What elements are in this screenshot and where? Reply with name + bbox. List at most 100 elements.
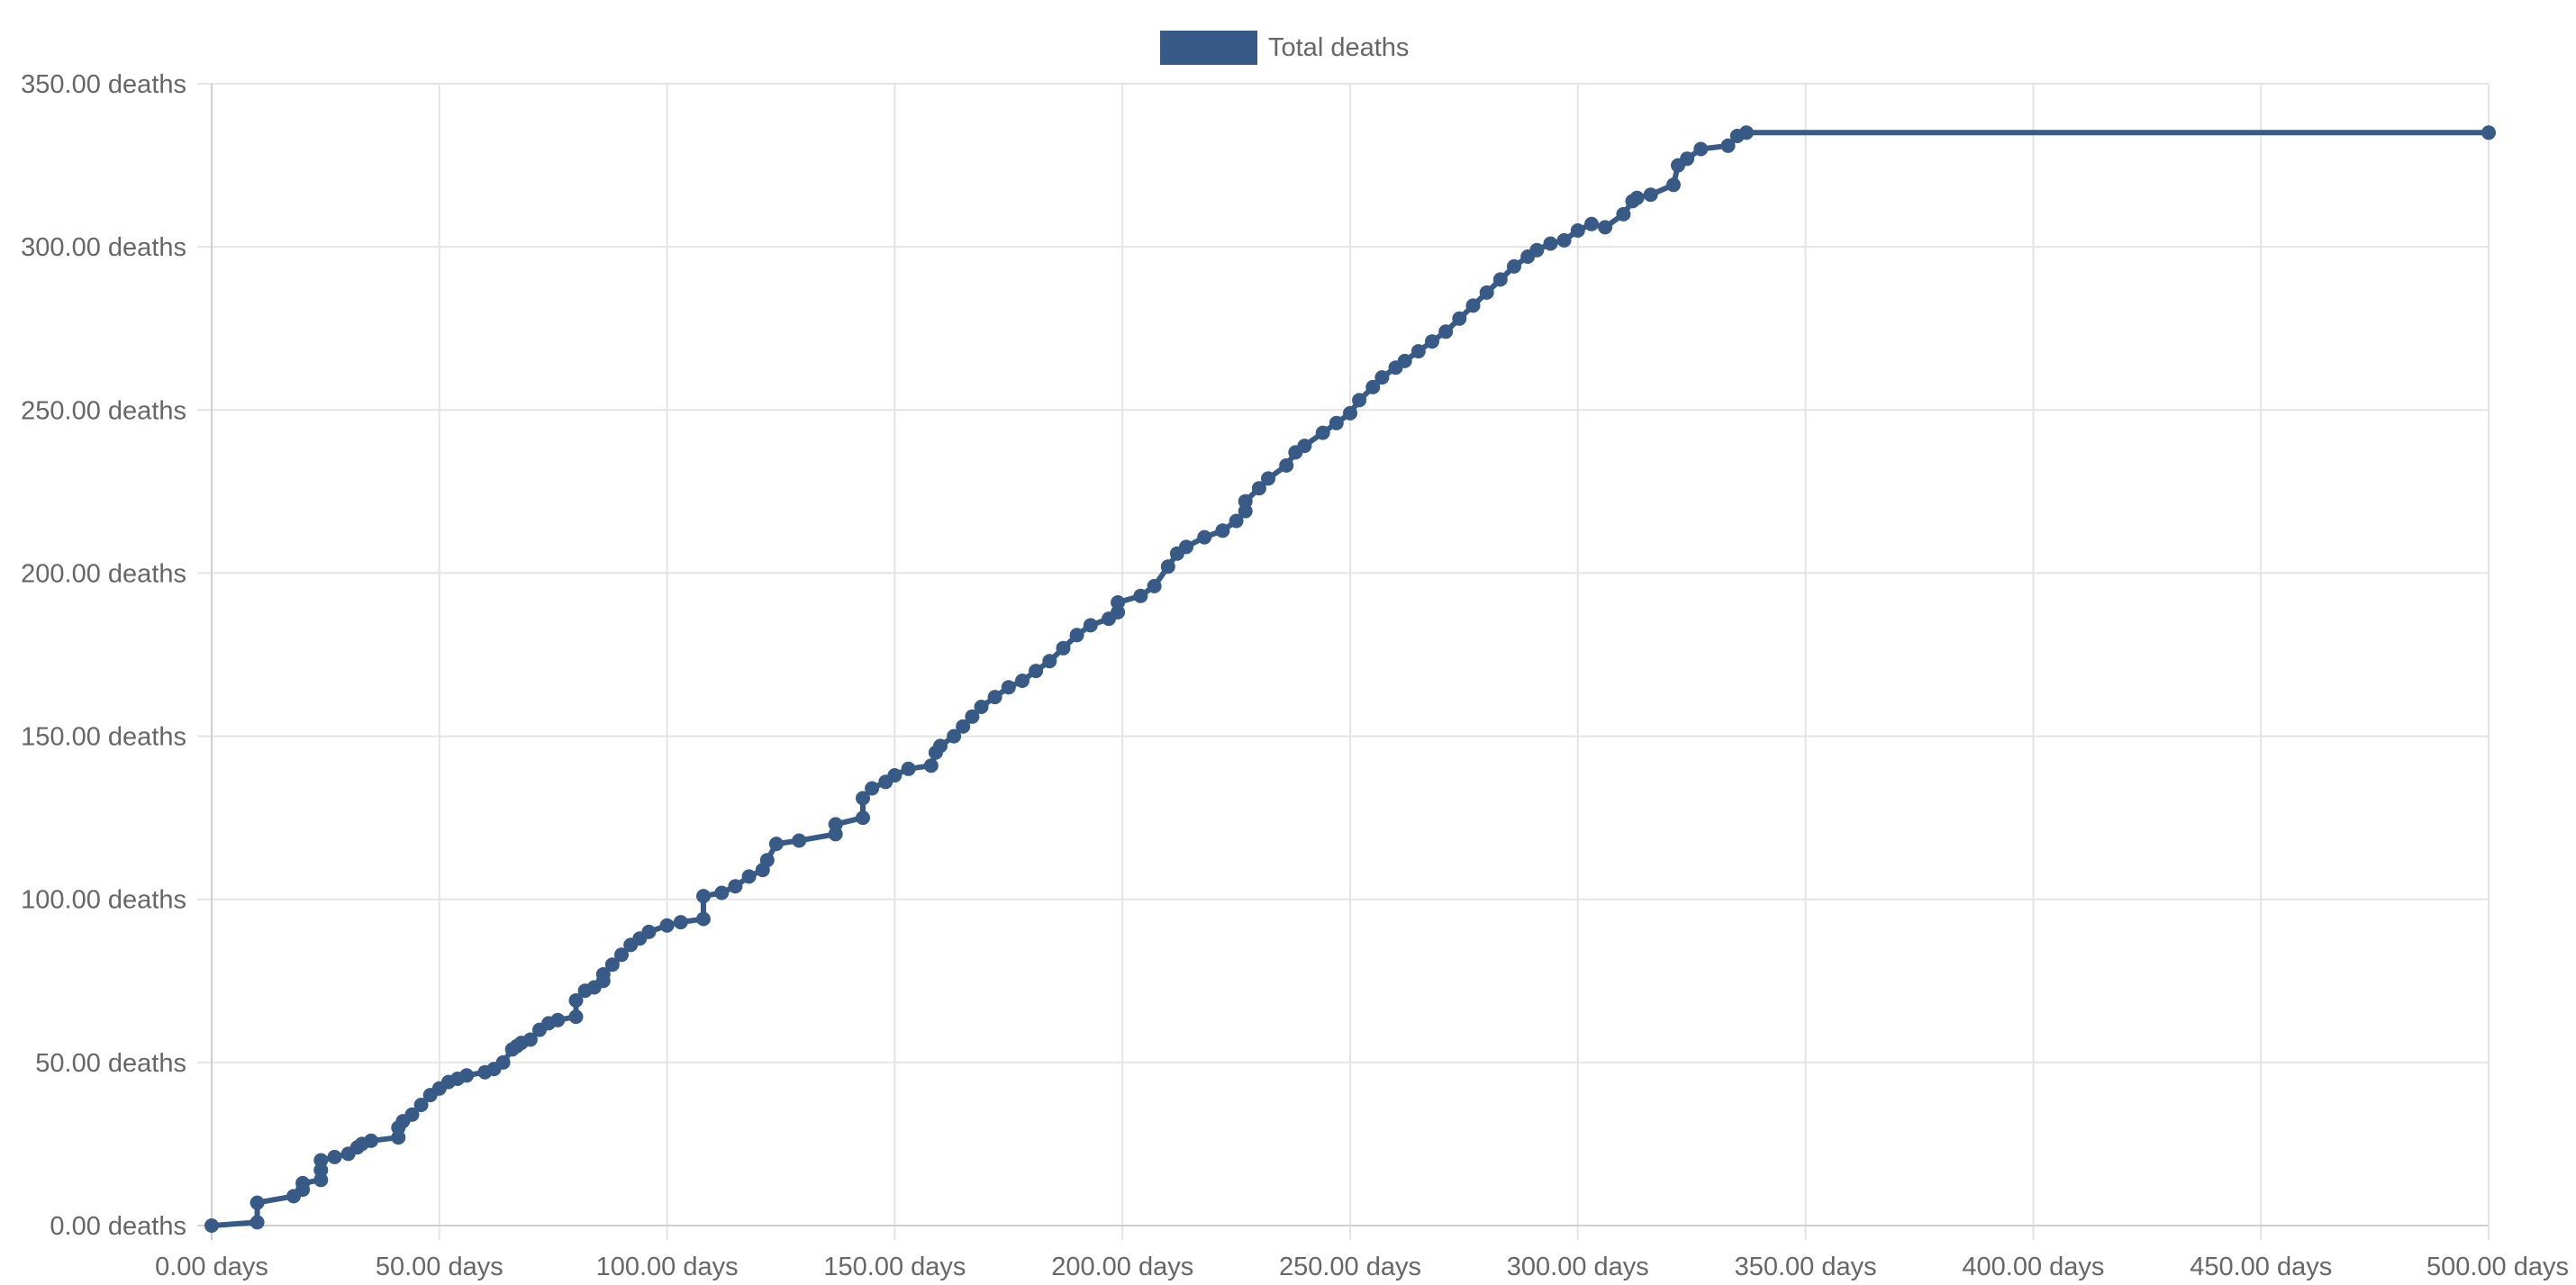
data-point[interactable]	[856, 810, 870, 826]
data-point[interactable]	[1179, 539, 1193, 555]
data-point[interactable]	[1111, 595, 1126, 610]
data-point[interactable]	[495, 1054, 511, 1070]
data-point[interactable]	[947, 728, 962, 744]
data-point[interactable]	[1261, 471, 1275, 486]
data-point[interactable]	[1465, 298, 1481, 313]
data-point[interactable]	[659, 918, 675, 933]
data-point[interactable]	[1374, 370, 1390, 385]
data-point[interactable]	[1452, 311, 1467, 326]
data-point[interactable]	[1507, 258, 1521, 274]
data-point[interactable]	[1584, 216, 1599, 231]
data-point[interactable]	[759, 853, 775, 868]
data-point[interactable]	[2481, 125, 2496, 140]
data-point[interactable]	[1365, 379, 1381, 394]
data-point[interactable]	[1015, 674, 1029, 688]
y-tick-label: 300.00 deaths	[21, 233, 186, 262]
data-point[interactable]	[1643, 187, 1658, 203]
data-point[interactable]	[901, 761, 916, 776]
data-point[interactable]	[1666, 177, 1681, 193]
data-point[interactable]	[1425, 334, 1439, 349]
data-point[interactable]	[522, 1032, 538, 1047]
data-point[interactable]	[1570, 223, 1585, 238]
data-point[interactable]	[1069, 628, 1084, 643]
data-point[interactable]	[641, 924, 657, 939]
data-point[interactable]	[865, 781, 880, 796]
data-point[interactable]	[459, 1068, 475, 1083]
data-point[interactable]	[404, 1107, 420, 1122]
data-point[interactable]	[768, 837, 784, 852]
data-point[interactable]	[956, 719, 971, 734]
data-point[interactable]	[1410, 344, 1426, 359]
data-point[interactable]	[1693, 141, 1709, 157]
data-point[interactable]	[568, 993, 584, 1008]
data-point[interactable]	[728, 879, 743, 894]
data-point[interactable]	[1556, 232, 1572, 248]
data-point[interactable]	[1343, 405, 1357, 421]
data-point[interactable]	[204, 1218, 219, 1233]
data-point[interactable]	[1680, 151, 1695, 167]
data-point[interactable]	[923, 758, 939, 774]
data-point[interactable]	[568, 1009, 584, 1025]
data-point[interactable]	[1042, 654, 1057, 669]
data-point[interactable]	[1215, 523, 1230, 538]
data-point[interactable]	[1001, 680, 1016, 695]
data-point[interactable]	[1629, 190, 1645, 205]
data-point[interactable]	[696, 889, 711, 904]
data-point[interactable]	[696, 911, 711, 927]
data-point[interactable]	[1083, 618, 1098, 633]
data-point[interactable]	[965, 709, 980, 724]
legend-label[interactable]: Total deaths	[1268, 33, 1409, 62]
data-point[interactable]	[714, 885, 730, 900]
data-point[interactable]	[933, 738, 948, 754]
data-point[interactable]	[1438, 324, 1454, 339]
data-point[interactable]	[1056, 640, 1071, 656]
data-point[interactable]	[1492, 272, 1508, 287]
data-point[interactable]	[1133, 588, 1148, 603]
data-point[interactable]	[550, 1012, 566, 1027]
data-point[interactable]	[413, 1098, 429, 1112]
data-point[interactable]	[295, 1175, 311, 1190]
data-point[interactable]	[1598, 220, 1613, 235]
data-point[interactable]	[1229, 513, 1244, 529]
data-point[interactable]	[741, 869, 757, 884]
data-point[interactable]	[614, 947, 629, 963]
data-point[interactable]	[249, 1215, 265, 1230]
data-point[interactable]	[1720, 138, 1736, 153]
data-point[interactable]	[1297, 439, 1312, 454]
data-point[interactable]	[364, 1133, 378, 1148]
data-point[interactable]	[249, 1195, 265, 1210]
data-point[interactable]	[856, 791, 870, 806]
data-point[interactable]	[1160, 559, 1175, 575]
data-point[interactable]	[1329, 415, 1344, 430]
data-point[interactable]	[1251, 481, 1266, 496]
data-point[interactable]	[1238, 493, 1253, 509]
data-point[interactable]	[604, 957, 620, 973]
data-point[interactable]	[1479, 285, 1494, 300]
data-point[interactable]	[1616, 206, 1631, 222]
data-point[interactable]	[313, 1153, 329, 1168]
data-point[interactable]	[1397, 353, 1412, 368]
x-tick-label: 450.00 days	[2190, 1253, 2332, 1281]
data-point[interactable]	[1529, 242, 1545, 258]
x-tick-label: 350.00 days	[1735, 1253, 1877, 1281]
data-point[interactable]	[987, 690, 1002, 705]
data-point[interactable]	[887, 768, 903, 783]
data-point[interactable]	[828, 817, 843, 832]
data-point[interactable]	[1029, 664, 1044, 679]
data-point[interactable]	[595, 967, 611, 982]
data-point[interactable]	[1543, 236, 1558, 251]
data-point[interactable]	[673, 915, 688, 930]
data-point[interactable]	[327, 1149, 342, 1164]
data-point[interactable]	[1197, 529, 1212, 545]
data-point[interactable]	[1738, 125, 1754, 140]
data-point[interactable]	[974, 700, 989, 714]
legend-swatch[interactable]	[1160, 31, 1257, 65]
data-point[interactable]	[1352, 393, 1367, 408]
data-point[interactable]	[1147, 578, 1162, 593]
data-point[interactable]	[1279, 457, 1294, 473]
data-point[interactable]	[792, 833, 807, 848]
legend[interactable]: Total deaths	[1160, 31, 1409, 65]
y-tick-label: 350.00 deaths	[21, 70, 186, 99]
data-point[interactable]	[1315, 425, 1330, 440]
